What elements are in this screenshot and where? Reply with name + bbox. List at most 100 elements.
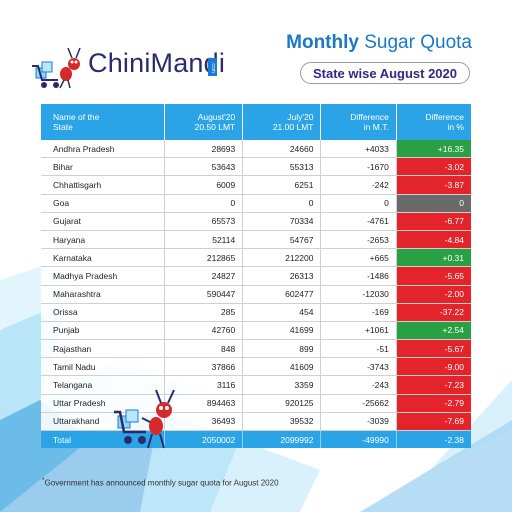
cell-state: Andhra Pradesh: [41, 140, 165, 159]
header-august-line2: 20.50 LMT: [194, 122, 236, 132]
cell-july: 920125: [242, 394, 322, 413]
brand-logo: ChiniMandi .com: [30, 44, 230, 92]
total-label: Total: [41, 430, 165, 448]
cell-july: 41699: [242, 321, 322, 341]
cell-pct: -37.22: [396, 303, 471, 322]
cell-state: Uttar Pradesh: [41, 394, 165, 413]
table-row: Uttar Pradesh 894463 920125 -25662 -2.79: [41, 394, 471, 413]
cell-pct: +0.31: [396, 248, 471, 268]
cell-diff: -1670: [320, 157, 397, 177]
cell-pct: -2.79: [396, 394, 471, 413]
cell-august: 6009: [164, 175, 244, 195]
table-body: Andhra Pradesh 28693 24660 +4033 +16.35 Bihar…: [41, 140, 471, 432]
cell-diff: -25662: [320, 394, 397, 413]
cell-pct: -5.65: [396, 266, 471, 286]
cell-july: 899: [242, 339, 322, 359]
footnote: *Government has announced monthly sugar …: [42, 477, 279, 488]
header-pct-line1: Difference: [425, 112, 464, 122]
page-title: Monthly Sugar Quota: [286, 32, 472, 54]
table-row: Chhattisgarh 6009 6251 -242 -3.87: [41, 175, 471, 195]
table-row: Tamil Nadu 37866 41609 -3743 -9.00: [41, 357, 471, 377]
cell-pct: -3.87: [396, 175, 471, 195]
header-july-line1: July'20: [287, 112, 314, 122]
cell-august: 37866: [164, 357, 244, 377]
total-july: 2099992: [242, 430, 322, 448]
cell-state: Rajasthan: [41, 339, 165, 359]
cell-july: 3359: [242, 375, 322, 395]
total-august: 2050002: [164, 430, 244, 448]
cell-state: Goa: [41, 194, 165, 213]
cell-diff: 0: [320, 194, 397, 213]
header-state: Name of the State: [41, 104, 165, 140]
table-row: Gujarat 65573 70334 -4761 -6.77: [41, 212, 471, 231]
sugar-quota-table: Name of the State August'20 20.50 LMT Ju…: [41, 104, 471, 448]
cell-diff: +4033: [320, 140, 397, 159]
header-july-line2: 21.00 LMT: [272, 122, 314, 132]
header-state-line2: State: [53, 122, 73, 132]
total-diff: -49990: [320, 430, 397, 448]
cell-diff: -1486: [320, 266, 397, 286]
footnote-mark: *: [42, 477, 45, 484]
cell-pct: -3.02: [396, 157, 471, 177]
cell-august: 52114: [164, 230, 244, 250]
table-row: Andhra Pradesh 28693 24660 +4033 +16.35: [41, 140, 471, 159]
cell-pct: -5.67: [396, 339, 471, 359]
table-row: Rajasthan 848 899 -51 -5.67: [41, 339, 471, 359]
footnote-text: Government has announced monthly sugar q…: [44, 478, 279, 488]
sugar-cart-icon: [114, 389, 175, 449]
cell-july: 39532: [242, 412, 322, 432]
cell-august: 42760: [164, 321, 244, 341]
total-row: Total 2050002 2099992 -49990 -2.38: [41, 430, 471, 448]
cell-august: 3116: [164, 375, 244, 395]
cell-august: 65573: [164, 212, 244, 231]
cell-diff: -3743: [320, 357, 397, 377]
cell-state: Bihar: [41, 157, 165, 177]
cell-august: 894463: [164, 394, 244, 413]
cell-state: Gujarat: [41, 212, 165, 231]
cell-august: 53643: [164, 157, 244, 177]
header-diff-pct: Difference in %: [396, 104, 471, 140]
header-diff-line2: in M.T.: [363, 122, 389, 132]
cell-diff: -4761: [320, 212, 397, 231]
header-august-line1: August'20: [197, 112, 236, 122]
logo-suffix: .com: [208, 58, 217, 76]
cell-august: 848: [164, 339, 244, 359]
cell-state: Haryana: [41, 230, 165, 250]
cell-pct: -4.84: [396, 230, 471, 250]
cell-pct: +16.35: [396, 140, 471, 159]
table-row: Goa 0 0 0 0: [41, 194, 471, 213]
cell-diff: +665: [320, 248, 397, 268]
cell-diff: -242: [320, 175, 397, 195]
cell-august: 36493: [164, 412, 244, 432]
cell-state: Karnataka: [41, 248, 165, 268]
cell-state: Madhya Pradesh: [41, 266, 165, 286]
cell-july: 54767: [242, 230, 322, 250]
table-row: Punjab 42760 41699 +1061 +2.54: [41, 321, 471, 341]
cell-august: 590447: [164, 285, 244, 304]
cell-july: 0: [242, 194, 322, 213]
cell-august: 28693: [164, 140, 244, 159]
cell-july: 6251: [242, 175, 322, 195]
table-row: Madhya Pradesh 24827 26313 -1486 -5.65: [41, 266, 471, 286]
cell-diff: -243: [320, 375, 397, 395]
cell-state: Punjab: [41, 321, 165, 341]
cell-july: 212200: [242, 248, 322, 268]
cell-state: Maharashtra: [41, 285, 165, 304]
table-row: Telangana 3116 3359 -243 -7.23: [41, 375, 471, 395]
cell-state: Orissa: [41, 303, 165, 322]
cell-diff: -3039: [320, 412, 397, 432]
table-row: Haryana 52114 54767 -2653 -4.84: [41, 230, 471, 250]
cell-july: 24660: [242, 140, 322, 159]
cell-july: 55313: [242, 157, 322, 177]
cell-pct: -7.23: [396, 375, 471, 395]
table-row: Bihar 53643 55313 -1670 -3.02: [41, 157, 471, 177]
subtitle-pill: State wise August 2020: [300, 62, 470, 84]
table-row: Maharashtra 590447 602477 -12030 -2.00: [41, 285, 471, 304]
title-bold: Monthly: [286, 32, 359, 53]
cell-pct: -9.00: [396, 357, 471, 377]
cell-diff: -51: [320, 339, 397, 359]
cell-state: Telangana: [41, 375, 165, 395]
cell-august: 212865: [164, 248, 244, 268]
cell-pct: +2.54: [396, 321, 471, 341]
header-july: July'20 21.00 LMT: [242, 104, 322, 140]
